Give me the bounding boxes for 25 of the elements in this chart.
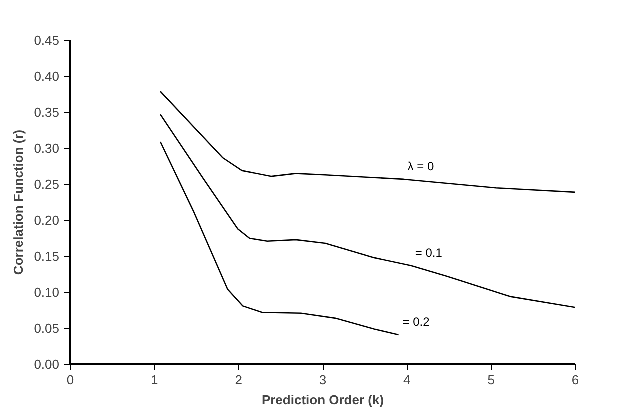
series-label: λ = 0	[408, 159, 434, 174]
line-series	[160, 114, 576, 308]
y-tick-label: 0.10	[34, 285, 60, 300]
y-axis-title: Correlation Function (r)	[11, 130, 26, 276]
series-label: = 0.1	[415, 246, 443, 260]
line-series	[160, 90, 576, 194]
x-tick-label: 6	[572, 372, 580, 388]
y-tick-label: 0.15	[34, 249, 60, 264]
y-tick-label: 0.25	[34, 177, 60, 192]
x-tick-label: 4	[404, 372, 411, 388]
x-tick-label: 0	[66, 372, 74, 388]
y-tick-label: 0.40	[34, 69, 60, 84]
y-tick-label: 0.20	[34, 213, 60, 228]
x-axis-title: Prediction Order (k)	[262, 392, 384, 408]
x-tick-label: 2	[235, 372, 242, 388]
y-tick-label: 0.00	[34, 357, 60, 372]
x-tick-label: 5	[488, 372, 495, 388]
y-tick-label: 0.05	[34, 321, 60, 336]
y-tick-label: 0.30	[34, 141, 60, 156]
series-label: = 0.2	[402, 314, 430, 329]
y-tick-label: 0.45	[34, 33, 60, 48]
line-series	[160, 141, 400, 336]
y-tick-label: 0.35	[34, 105, 60, 120]
x-tick-label: 1	[151, 372, 158, 388]
x-tick-label: 3	[319, 372, 327, 388]
